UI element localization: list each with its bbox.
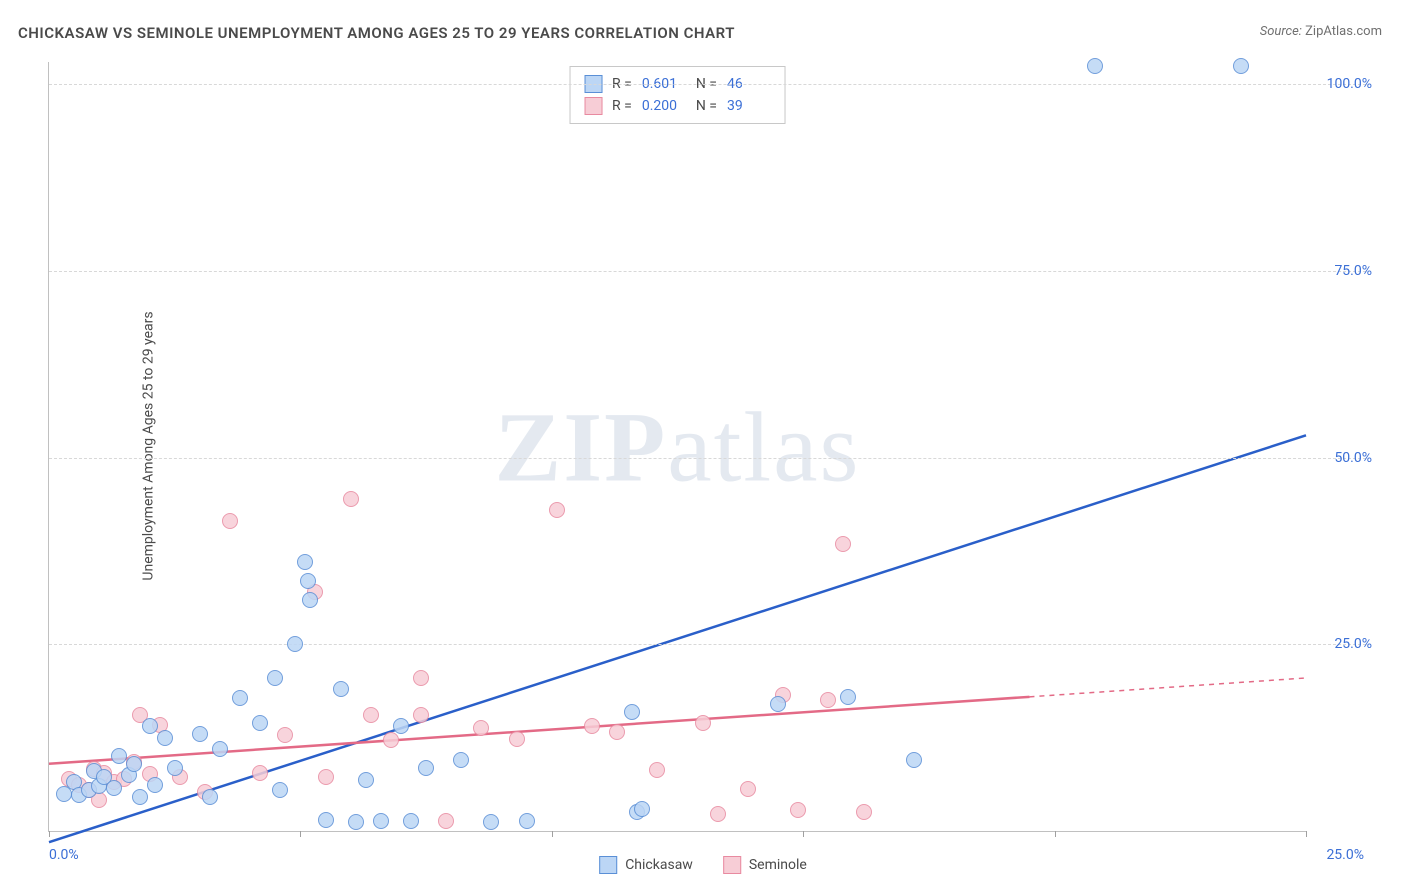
- y-tick-label: 100.0%: [1327, 76, 1372, 92]
- y-tick-label: 75.0%: [1334, 263, 1372, 279]
- legend-swatch: [599, 856, 617, 874]
- x-tick: [803, 831, 804, 837]
- x-tick: [300, 831, 301, 837]
- x-tick-label-min: 0.0%: [49, 847, 79, 863]
- legend-swatch: [723, 856, 741, 874]
- gridline: [49, 271, 1366, 272]
- legend-item: Seminole: [723, 856, 807, 874]
- gridline: [49, 644, 1366, 645]
- legend-item: Chickasaw: [599, 856, 693, 874]
- x-tick-label-max: 25.0%: [1326, 847, 1364, 863]
- bottom-legend: Chickasaw Seminole: [599, 856, 807, 874]
- gridline: [49, 458, 1366, 459]
- stat-r-value: 0.200: [642, 95, 686, 117]
- x-tick: [49, 831, 50, 837]
- legend-swatch: [584, 97, 602, 115]
- plot-area: ZIPatlas R =0.601N =46R =0.200N =39 25.0…: [48, 62, 1306, 832]
- x-tick: [552, 831, 553, 837]
- stats-row: R = 0.200 N = 39: [584, 95, 771, 117]
- regression-lines: [49, 62, 1306, 831]
- y-tick-label: 50.0%: [1334, 450, 1372, 466]
- source-label: Source:: [1260, 24, 1302, 39]
- legend-label: Seminole: [749, 857, 807, 873]
- stat-n-value: 39: [727, 95, 771, 117]
- x-tick: [1306, 831, 1307, 837]
- stats-box: R =0.601N =46R =0.200N =39: [569, 66, 786, 124]
- chart-title: CHICKASAW VS SEMINOLE UNEMPLOYMENT AMONG…: [18, 24, 735, 42]
- x-tick: [1055, 831, 1056, 837]
- stat-n-label: N =: [696, 95, 717, 117]
- y-tick-label: 25.0%: [1334, 636, 1372, 652]
- gridline: [49, 84, 1366, 85]
- legend-label: Chickasaw: [625, 857, 693, 873]
- source-value: ZipAtlas.com: [1305, 24, 1382, 39]
- stat-r-label: R =: [612, 95, 632, 117]
- source-credit: Source: ZipAtlas.com: [1260, 24, 1382, 39]
